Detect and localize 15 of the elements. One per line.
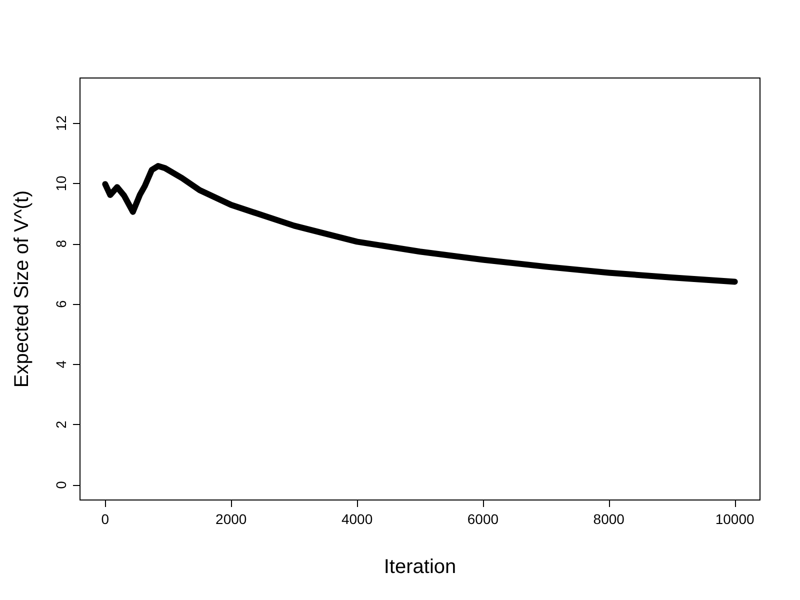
y-tick-label: 10 <box>53 176 69 192</box>
y-tick-label: 4 <box>53 360 69 368</box>
y-tick-label: 0 <box>53 480 69 489</box>
x-tick-label: 0 <box>101 511 110 527</box>
x-tick-label: 8000 <box>593 511 625 527</box>
x-tick-label: 2000 <box>216 511 247 527</box>
y-tick-label: 12 <box>53 115 69 132</box>
x-tick-label: 10000 <box>715 511 754 527</box>
y-axis-title: Expected Size of V^(t) <box>11 190 33 388</box>
x-axis-title: Iteration <box>384 556 456 578</box>
y-tick-label: 2 <box>53 420 69 429</box>
x-tick-label: 4000 <box>341 511 373 527</box>
x-tick-label: 6000 <box>467 511 499 527</box>
y-tick-label: 6 <box>53 300 69 308</box>
y-tick-label: 8 <box>53 240 69 248</box>
